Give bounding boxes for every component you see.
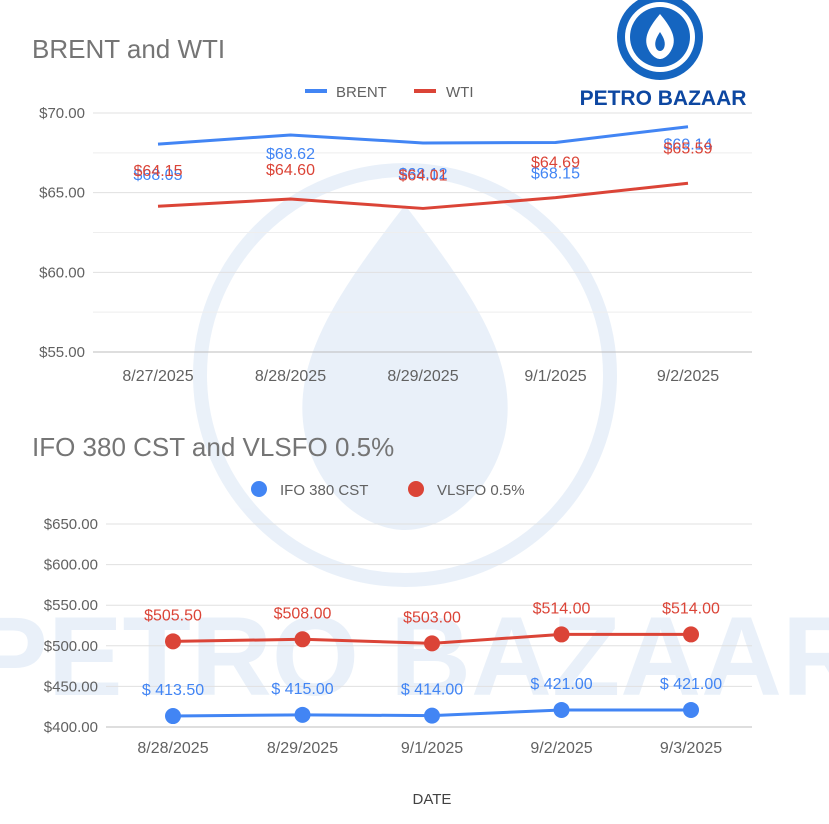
data-label: $68.62: [266, 146, 315, 163]
y-tick-label: $55.00: [39, 344, 85, 361]
x-tick-label: 9/3/2025: [660, 740, 722, 757]
chart2-x-axis-title: DATE: [413, 791, 452, 808]
data-label: $65.59: [664, 140, 713, 157]
data-label: $ 414.00: [401, 682, 463, 699]
series-line-brent: [157, 125, 689, 146]
data-point: [553, 626, 570, 643]
data-label: $64.01: [399, 167, 448, 184]
chart2-title: IFO 380 CST and VLSFO 0.5%: [32, 432, 394, 462]
legend-swatch-ifo: [251, 481, 267, 497]
y-tick-label: $450.00: [44, 678, 98, 695]
data-point: [683, 626, 699, 643]
data-point: [683, 701, 699, 718]
y-tick-label: $600.00: [44, 557, 98, 574]
data-point: [553, 701, 570, 718]
chart1-grid: [93, 112, 752, 353]
data-label: $69.14: [664, 137, 713, 154]
data-label: $68.05: [134, 167, 183, 184]
flame-inner-icon: [655, 32, 665, 51]
x-tick-label: 9/2/2025: [657, 368, 719, 385]
chart2-series: $ 413.50 $ 415.00 $ 414.00 $ 421.00 $ 421.00…: [142, 600, 722, 725]
chart1-series: $68.05 $68.62 $68.12 $68.15 $69.14 $64.15 $64.…: [134, 125, 713, 210]
data-label: $ 421.00: [660, 676, 722, 693]
data-label: $508.00: [274, 605, 332, 622]
chart1-title: BRENT and WTI: [32, 34, 225, 64]
legend-label-brent: BRENT: [336, 84, 387, 101]
y-tick-label: $400.00: [44, 719, 98, 736]
logo-text: PETRO BAZAAR: [580, 87, 747, 110]
data-point: [424, 707, 440, 724]
data-point: [424, 635, 440, 652]
data-label: $ 415.00: [271, 681, 333, 698]
data-point: [165, 708, 181, 725]
legend-swatch-vlsfo: [408, 481, 424, 497]
y-tick-label: $60.00: [39, 264, 85, 281]
data-label: $68.12: [399, 166, 448, 183]
chart2-x-axis: 8/28/2025 8/29/2025 9/1/2025 9/2/2025 9/3/20…: [137, 740, 722, 757]
data-label: $503.00: [403, 609, 461, 626]
watermark-ring: [193, 163, 617, 587]
y-tick-label: $550.00: [44, 597, 98, 614]
data-point: [165, 633, 181, 650]
data-label: $505.50: [144, 607, 202, 624]
chart1-y-axis: $70.00 $65.00 $60.00 $55.00: [39, 105, 85, 361]
data-label: $514.00: [662, 600, 720, 617]
chart1-x-axis: 8/27/2025 8/28/2025 8/29/2025 9/1/2025 9/2/2…: [122, 368, 719, 385]
x-tick-label: 8/28/2025: [255, 368, 326, 385]
x-tick-label: 8/29/2025: [387, 368, 458, 385]
legend-swatch-brent: [305, 89, 327, 93]
chart1-legend: BRENT WTI: [305, 84, 474, 101]
chart2-grid: [106, 523, 752, 728]
x-tick-label: 8/29/2025: [267, 740, 338, 757]
data-label: $64.69: [531, 155, 580, 172]
chart2-legend: IFO 380 CST VLSFO 0.5%: [251, 481, 525, 499]
series-line-wti: [157, 181, 689, 210]
watermark-text: PETRO BAZAAR: [0, 594, 829, 719]
data-point: [294, 706, 311, 723]
x-tick-label: 9/2/2025: [530, 740, 592, 757]
legend-label-ifo: IFO 380 CST: [280, 482, 368, 499]
chart2-y-axis: $650.00 $600.00 $550.00 $500.00 $450.00 $400.…: [44, 516, 98, 736]
y-tick-label: $70.00: [39, 105, 85, 122]
legend-swatch-wti: [414, 89, 436, 93]
data-label: $64.60: [266, 162, 315, 179]
watermark: PETRO BAZAAR: [0, 163, 829, 719]
x-tick-label: 8/28/2025: [137, 740, 208, 757]
x-tick-label: 8/27/2025: [122, 368, 193, 385]
legend-label-vlsfo: VLSFO 0.5%: [437, 482, 525, 499]
y-tick-label: $65.00: [39, 185, 85, 202]
data-label: $ 413.50: [142, 682, 204, 699]
x-tick-label: 9/1/2025: [401, 740, 463, 757]
data-point: [294, 631, 311, 648]
petro-bazaar-logo: PETRO BAZAAR: [580, 0, 747, 110]
x-tick-label: 9/1/2025: [524, 368, 586, 385]
y-tick-label: $500.00: [44, 638, 98, 655]
data-label: $ 421.00: [530, 676, 592, 693]
y-tick-label: $650.00: [44, 516, 98, 533]
data-label: $514.00: [533, 600, 591, 617]
data-label: $64.15: [134, 163, 183, 180]
legend-label-wti: WTI: [446, 84, 474, 101]
data-label: $68.15: [531, 165, 580, 182]
watermark-flame: [302, 205, 508, 530]
